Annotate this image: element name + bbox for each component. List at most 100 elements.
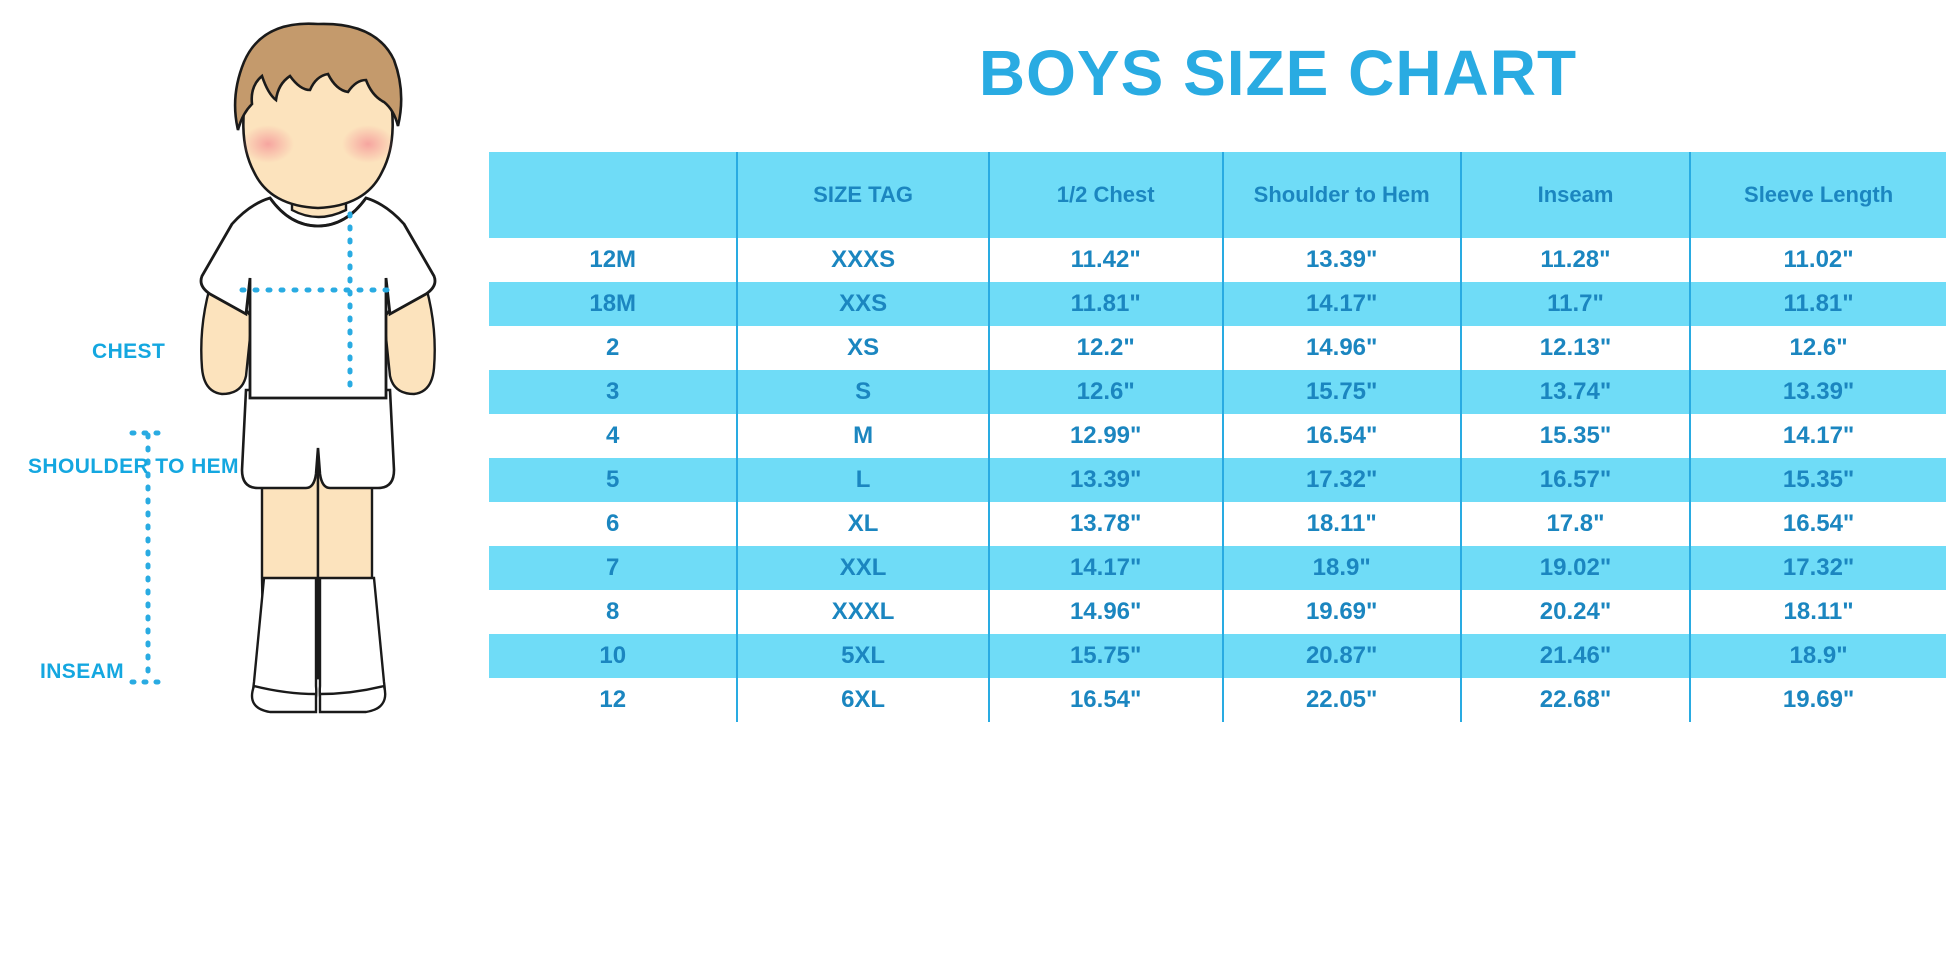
cell-inseam: 12.13" bbox=[1459, 326, 1691, 370]
table-row: 12M XXXS 11.42" 13.39" 11.28" 11.02" bbox=[489, 238, 1946, 282]
cell-sleeve-length: 19.69" bbox=[1689, 678, 1946, 722]
cell-inseam: 16.57" bbox=[1459, 458, 1691, 502]
column-header-size-tag: SIZE TAG bbox=[736, 152, 989, 238]
cell-size-tag: XXS bbox=[736, 282, 989, 326]
right-shoe bbox=[318, 684, 387, 714]
cell-size-tag: S bbox=[736, 370, 989, 414]
table-header: SIZE TAG 1/2 Chest Shoulder to Hem Insea… bbox=[489, 152, 1946, 238]
cell-size: 2 bbox=[489, 326, 738, 370]
size-chart-table: SIZE TAG 1/2 Chest Shoulder to Hem Insea… bbox=[489, 152, 1946, 722]
cell-sleeve-length: 18.11" bbox=[1689, 590, 1946, 634]
cell-size-tag: XS bbox=[736, 326, 989, 370]
table-row: 18M XXS 11.81" 14.17" 11.7" 11.81" bbox=[489, 282, 1946, 326]
cell-shoulder-to-hem: 17.32" bbox=[1221, 458, 1461, 502]
cell-inseam: 21.46" bbox=[1459, 634, 1691, 678]
table-row: 7 XXL 14.17" 18.9" 19.02" 17.32" bbox=[489, 546, 1946, 590]
cell-shoulder-to-hem: 15.75" bbox=[1221, 370, 1461, 414]
inseam-guide-svg bbox=[129, 430, 169, 685]
cell-sleeve-length: 16.54" bbox=[1689, 502, 1946, 546]
cell-half-chest: 12.2" bbox=[987, 326, 1223, 370]
cell-sleeve-length: 11.02" bbox=[1689, 238, 1946, 282]
cell-size: 6 bbox=[489, 502, 738, 546]
right-cheek bbox=[342, 125, 394, 163]
table-body: 12M XXXS 11.42" 13.39" 11.28" 11.02" 18M XXS 11.… bbox=[489, 238, 1946, 722]
cell-size: 12M bbox=[489, 238, 738, 282]
cell-half-chest: 11.81" bbox=[987, 282, 1223, 326]
cell-half-chest: 12.99" bbox=[987, 414, 1223, 458]
cell-size-tag: XXL bbox=[736, 546, 989, 590]
cell-size-tag: XXXS bbox=[736, 238, 989, 282]
page-title: BOYS SIZE CHART bbox=[978, 37, 1578, 109]
boy-figure-illustration bbox=[199, 22, 437, 714]
cell-shoulder-to-hem: 18.9" bbox=[1221, 546, 1461, 590]
chest-measure-label: CHEST bbox=[92, 340, 166, 363]
cell-half-chest: 13.78" bbox=[987, 502, 1223, 546]
hair bbox=[233, 22, 403, 131]
cell-size-tag: 6XL bbox=[736, 678, 989, 722]
cell-inseam: 13.74" bbox=[1459, 370, 1691, 414]
cell-sleeve-length: 11.81" bbox=[1689, 282, 1946, 326]
cell-size: 10 bbox=[489, 634, 738, 678]
table-row: 4 M 12.99" 16.54" 15.35" 14.17" bbox=[489, 414, 1946, 458]
cell-half-chest: 13.39" bbox=[987, 458, 1223, 502]
cell-inseam: 19.02" bbox=[1459, 546, 1691, 590]
cell-half-chest: 12.6" bbox=[987, 370, 1223, 414]
header-row: SIZE TAG 1/2 Chest Shoulder to Hem Insea… bbox=[489, 152, 1946, 238]
cell-inseam: 11.7" bbox=[1459, 282, 1691, 326]
cell-shoulder-to-hem: 18.11" bbox=[1221, 502, 1461, 546]
cell-shoulder-to-hem: 22.05" bbox=[1221, 678, 1461, 722]
shirt-collar bbox=[268, 197, 368, 228]
column-header-half-chest: 1/2 Chest bbox=[987, 152, 1223, 238]
cell-size: 18M bbox=[489, 282, 738, 326]
cell-size: 8 bbox=[489, 590, 738, 634]
table-row: 5 L 13.39" 17.32" 16.57" 15.35" bbox=[489, 458, 1946, 502]
cell-inseam: 22.68" bbox=[1459, 678, 1691, 722]
cell-sleeve-length: 15.35" bbox=[1689, 458, 1946, 502]
left-arm bbox=[200, 265, 254, 396]
table-row: 12 6XL 16.54" 22.05" 22.68" 19.69" bbox=[489, 678, 1946, 722]
left-shoe bbox=[250, 684, 318, 714]
cell-shoulder-to-hem: 20.87" bbox=[1221, 634, 1461, 678]
cell-half-chest: 14.17" bbox=[987, 546, 1223, 590]
table-row: 8 XXXL 14.96" 19.69" 20.24" 18.11" bbox=[489, 590, 1946, 634]
cell-half-chest: 11.42" bbox=[987, 238, 1223, 282]
cell-inseam: 15.35" bbox=[1459, 414, 1691, 458]
cell-sleeve-length: 17.32" bbox=[1689, 546, 1946, 590]
table-row: 2 XS 12.2" 14.96" 12.13" 12.6" bbox=[489, 326, 1946, 370]
boy-illustration-panel: CHEST SHOULDER TO HEM INSEAM bbox=[0, 0, 600, 973]
shorts bbox=[240, 388, 396, 490]
cell-half-chest: 14.96" bbox=[987, 590, 1223, 634]
cell-shoulder-to-hem: 14.96" bbox=[1221, 326, 1461, 370]
cell-shoulder-to-hem: 16.54" bbox=[1221, 414, 1461, 458]
cell-size: 5 bbox=[489, 458, 738, 502]
column-header-size bbox=[489, 152, 738, 238]
cell-shoulder-to-hem: 19.69" bbox=[1221, 590, 1461, 634]
cell-shoulder-to-hem: 13.39" bbox=[1221, 238, 1461, 282]
cell-inseam: 17.8" bbox=[1459, 502, 1691, 546]
cell-half-chest: 15.75" bbox=[987, 634, 1223, 678]
cell-half-chest: 16.54" bbox=[987, 678, 1223, 722]
cell-size: 4 bbox=[489, 414, 738, 458]
cell-sleeve-length: 13.39" bbox=[1689, 370, 1946, 414]
inseam-measure-label: INSEAM bbox=[40, 660, 125, 683]
right-arm bbox=[382, 265, 436, 396]
cell-size-tag: L bbox=[736, 458, 989, 502]
cell-size-tag: XXXL bbox=[736, 590, 989, 634]
left-cheek bbox=[242, 125, 294, 163]
table-row: 6 XL 13.78" 18.11" 17.8" 16.54" bbox=[489, 502, 1946, 546]
cell-inseam: 20.24" bbox=[1459, 590, 1691, 634]
cell-size: 7 bbox=[489, 546, 738, 590]
cell-inseam: 11.28" bbox=[1459, 238, 1691, 282]
cell-size: 3 bbox=[489, 370, 738, 414]
column-header-inseam: Inseam bbox=[1459, 152, 1691, 238]
cell-sleeve-length: 18.9" bbox=[1689, 634, 1946, 678]
column-header-sleeve-length: Sleeve Length bbox=[1689, 152, 1946, 238]
shoulder-to-hem-measure-label: SHOULDER TO HEM bbox=[28, 455, 239, 478]
cell-sleeve-length: 14.17" bbox=[1689, 414, 1946, 458]
column-header-shoulder-to-hem: Shoulder to Hem bbox=[1221, 152, 1461, 238]
table-row: 3 S 12.6" 15.75" 13.74" 13.39" bbox=[489, 370, 1946, 414]
cell-shoulder-to-hem: 14.17" bbox=[1221, 282, 1461, 326]
cell-size: 12 bbox=[489, 678, 738, 722]
cell-size-tag: M bbox=[736, 414, 989, 458]
